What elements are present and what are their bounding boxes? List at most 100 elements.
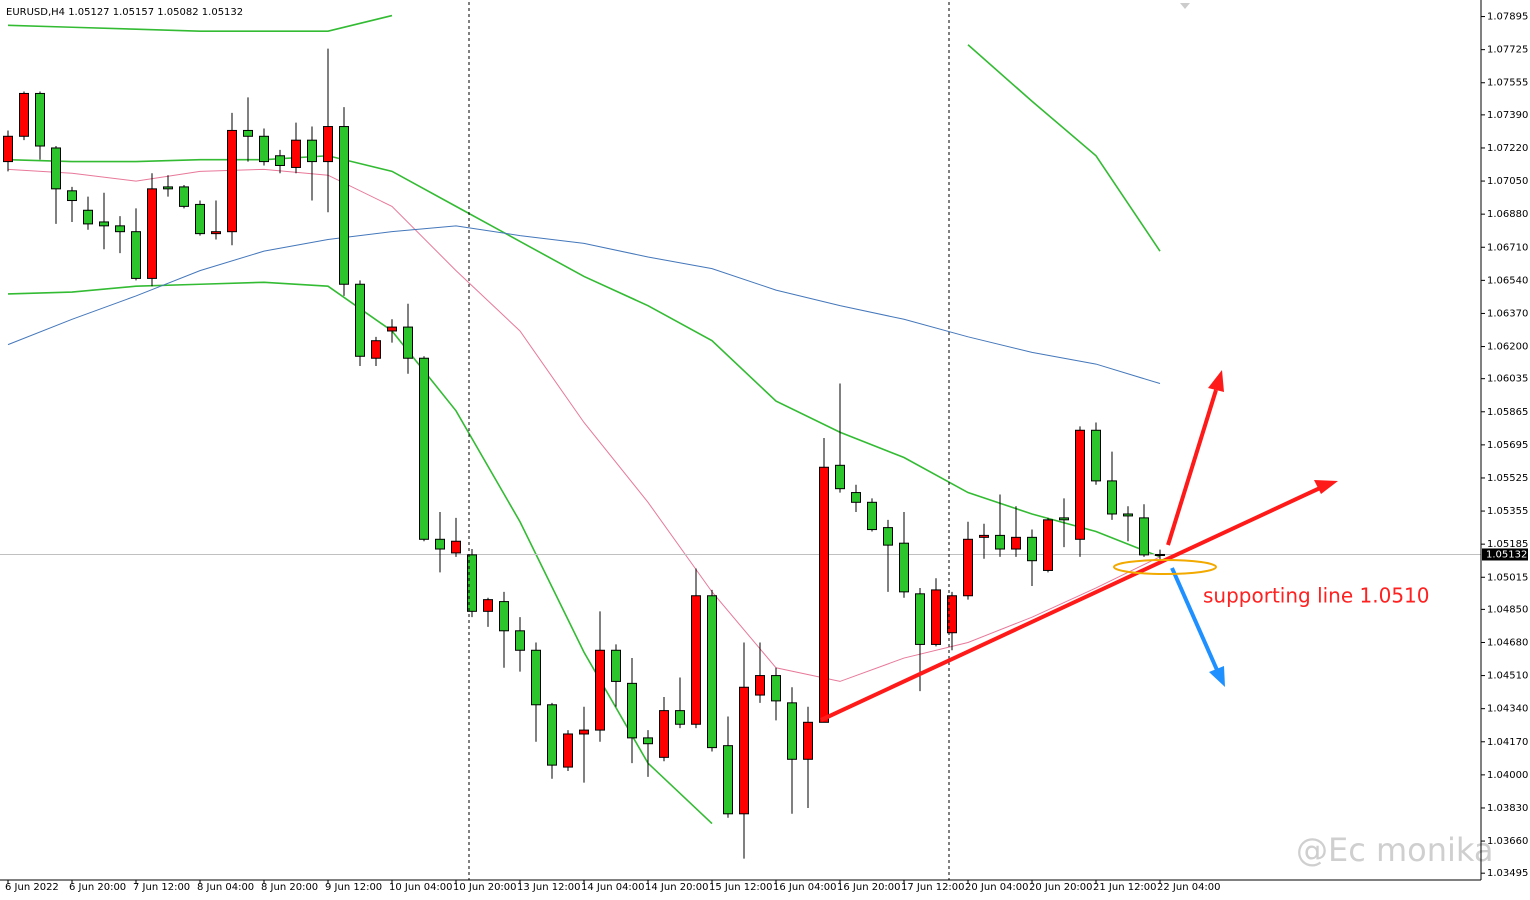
y-tick-label: 1.07390 (1487, 110, 1528, 121)
candle-body (163, 186, 173, 190)
indicator-line (967, 44, 1161, 252)
support-ellipse (1113, 559, 1217, 575)
chart-title: EURUSD,H4 1.05127 1.05157 1.05082 1.0513… (6, 7, 243, 18)
indicator-line (7, 225, 1161, 385)
candle-body (627, 682, 637, 739)
current-price-box (1482, 548, 1528, 561)
candle-body (403, 326, 413, 359)
candle-body (131, 231, 141, 279)
candle-body (483, 599, 493, 612)
candle-body (355, 283, 365, 357)
candle-body (563, 733, 573, 768)
arrow-head (1208, 370, 1224, 392)
y-tick-label: 1.04850 (1487, 604, 1528, 615)
y-tick-label: 1.05695 (1487, 440, 1528, 451)
x-tick-label: 6 Jun 2022 (5, 882, 59, 893)
candle-body (851, 492, 861, 503)
x-tick-label: 20 Jun 20:00 (1029, 882, 1093, 893)
candle-body (531, 649, 541, 706)
candle-body (1059, 517, 1069, 521)
y-tick-label: 1.04680 (1487, 637, 1528, 648)
candle-body (835, 464, 845, 490)
candle-body (291, 139, 301, 168)
y-tick-label: 1.07050 (1487, 176, 1528, 187)
candle-body (467, 554, 477, 612)
x-tick-label: 21 Jun 12:00 (1093, 882, 1157, 893)
x-tick-label: 14 Jun 20:00 (645, 882, 709, 893)
candle-body (947, 595, 957, 634)
candle-body (499, 601, 509, 632)
watermark: @Ec monika (1296, 831, 1493, 869)
candle-body (611, 649, 621, 682)
x-tick-label: 15 Jun 12:00 (709, 882, 773, 893)
candle-body (419, 357, 429, 540)
current-price-label: 1.05132 (1486, 549, 1527, 560)
candle-body (371, 340, 381, 359)
candle-body (1139, 517, 1149, 556)
arrow-head (1314, 480, 1338, 494)
candle-body (1027, 536, 1037, 562)
candle-body (435, 538, 445, 550)
candle-body (99, 221, 109, 227)
x-tick-label: 10 Jun 04:00 (389, 882, 453, 893)
candle-body (867, 501, 877, 531)
candle-body (19, 92, 29, 137)
candle-body (179, 186, 189, 207)
candle-body (451, 540, 461, 554)
x-tick-label: 8 Jun 04:00 (197, 882, 254, 893)
candle-body (147, 188, 157, 279)
indicator-line (7, 154, 1161, 558)
x-tick-label: 8 Jun 20:00 (261, 882, 318, 893)
candle-body (883, 527, 893, 546)
candle-body (515, 630, 525, 651)
y-tick-label: 1.05355 (1487, 506, 1528, 517)
x-tick-label: 13 Jun 12:00 (517, 882, 581, 893)
candle-body (275, 155, 285, 166)
candle-body (595, 649, 605, 731)
x-tick-label: 16 Jun 20:00 (837, 882, 901, 893)
x-tick-label: 10 Jun 20:00 (453, 882, 517, 893)
y-tick-label: 1.04170 (1487, 737, 1528, 748)
candle-body (1155, 553, 1165, 556)
trend-line (820, 486, 1321, 722)
y-tick-label: 1.05185 (1487, 539, 1528, 550)
candle-body (259, 135, 269, 163)
candle-body (771, 675, 781, 702)
annotation: supporting line 1.0510 (1203, 584, 1430, 608)
candle-body (1043, 519, 1053, 571)
y-tick-label: 1.06710 (1487, 242, 1528, 253)
y-tick-label: 1.05865 (1487, 407, 1528, 418)
candle-body (1107, 480, 1117, 515)
candle-body (339, 126, 349, 285)
x-tick-label: 14 Jun 04:00 (581, 882, 645, 893)
y-tick-label: 1.04000 (1487, 770, 1528, 781)
candle-body (579, 729, 589, 735)
candle-body (307, 139, 317, 163)
candle-body (51, 147, 61, 190)
candle-body (995, 534, 1005, 550)
arrow-head (1209, 666, 1225, 687)
candle-body (659, 710, 669, 758)
y-tick-label: 1.04340 (1487, 704, 1528, 715)
candle-body (787, 702, 797, 760)
candle-body (691, 595, 701, 725)
candle-body (195, 203, 205, 235)
candle-body (35, 92, 45, 147)
candle-body (643, 737, 653, 745)
y-tick-label: 1.05525 (1487, 473, 1528, 484)
candle-body (963, 538, 973, 597)
y-tick-label: 1.06035 (1487, 374, 1528, 385)
y-tick-label: 1.06200 (1487, 342, 1528, 353)
x-tick-label: 22 Jun 04:00 (1157, 882, 1221, 893)
candle-body (323, 126, 333, 163)
candle-body (547, 704, 557, 766)
candle-body (899, 542, 909, 593)
x-tick-label: 6 Jun 20:00 (69, 882, 126, 893)
x-tick-label: 17 Jun 12:00 (901, 882, 965, 893)
indicator-line (7, 168, 1161, 682)
y-tick-label: 1.03495 (1487, 868, 1528, 879)
drawings (820, 370, 1338, 722)
candle-body (819, 466, 829, 723)
